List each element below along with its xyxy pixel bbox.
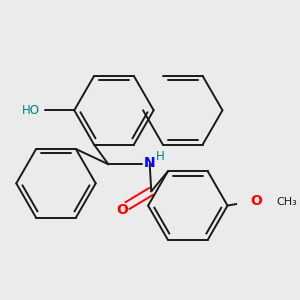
Text: O: O xyxy=(116,202,128,217)
Text: O: O xyxy=(250,194,262,208)
Text: N: N xyxy=(143,156,155,170)
Text: CH₃: CH₃ xyxy=(277,196,298,207)
Text: HO: HO xyxy=(22,104,40,117)
Text: H: H xyxy=(156,150,165,163)
